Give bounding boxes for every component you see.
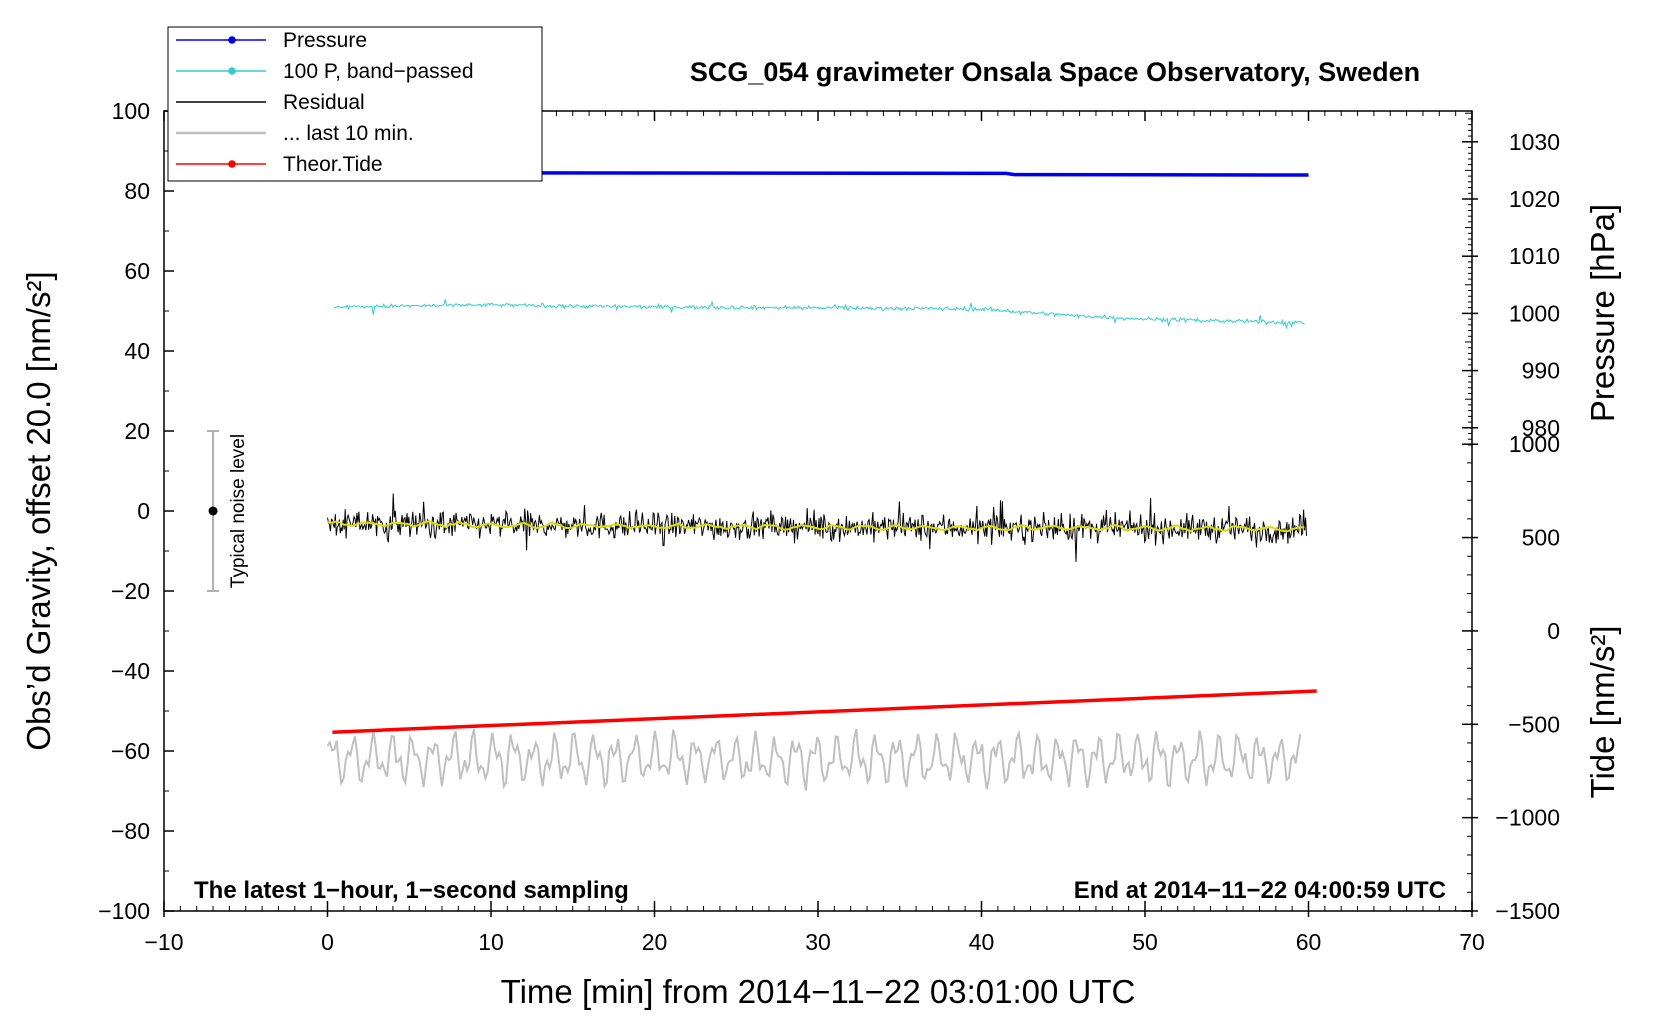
series-band-passed-pressure [333, 299, 1305, 330]
tide-tick-label: −1000 [1495, 805, 1560, 831]
legend-entry-label: Residual [283, 91, 365, 114]
x-tick-label: 20 [642, 929, 668, 955]
pressure-tick-label: 1020 [1509, 186, 1560, 212]
y-axis-title-tide: Tide [nm/s²] [1584, 626, 1621, 799]
legend-entry-label: Pressure [283, 29, 367, 52]
legend-box [167, 26, 543, 182]
pressure-tick-label: 1010 [1509, 243, 1560, 269]
x-tick-label: 10 [478, 929, 504, 955]
noise-level-bar: Typical noise level [207, 430, 249, 592]
legend-entry-label: ... last 10 min. [283, 122, 414, 145]
tide-axis: −1500 −1000 −500 0 500 1000 [1462, 431, 1560, 924]
y-tick-label: 60 [124, 258, 150, 284]
legend: Pressure 100 P, band−passed Residual ... la… [167, 26, 543, 182]
y-tick-label: −60 [111, 738, 150, 764]
tide-tick-label: 1000 [1509, 431, 1560, 457]
y-tick-label: 80 [124, 178, 150, 204]
series-last-10-min [326, 728, 1302, 791]
y-tick-label: −80 [111, 818, 150, 844]
y-tick-label: −40 [111, 658, 150, 684]
series-residual-smoothed [327, 520, 1305, 533]
y-tick-label: −20 [111, 578, 150, 604]
y-tick-label: 40 [124, 338, 150, 364]
noise-bar-label: Typical noise level [228, 434, 249, 588]
x-tick-label: 40 [969, 929, 995, 955]
y-tick-label: 20 [124, 418, 150, 444]
x-tick-label: 50 [1132, 929, 1158, 955]
y-tick-label: −100 [98, 898, 150, 924]
x-tick-label: 0 [321, 929, 334, 955]
plot-frame [163, 110, 1473, 912]
x-tick-label: 70 [1459, 929, 1485, 955]
pressure-tick-label: 1000 [1509, 300, 1560, 326]
tide-tick-label: −500 [1508, 711, 1560, 737]
legend-entry-label: Theor.Tide [283, 153, 383, 176]
x-axis-title: Time [min] from 2014−11−22 03:01:00 UTC [501, 973, 1136, 1010]
x-tick-label: 60 [1296, 929, 1322, 955]
x-axis: −10 0 10 20 30 40 50 60 70 [144, 901, 1485, 955]
x-tick-label: −10 [144, 929, 183, 955]
y-axis-title-left: Obs’d Gravity, offset 20.0 [nm/s²] [20, 271, 57, 750]
pressure-axis: 980 990 1000 1010 1020 1030 [1462, 112, 1560, 446]
y-axis-title-pressure: Pressure [hPa] [1584, 204, 1621, 422]
pressure-tick-label: 980 [1522, 415, 1560, 441]
series-theoretical-tide [332, 689, 1317, 734]
pressure-tick-label: 990 [1522, 358, 1560, 384]
annotation-bottom-left: The latest 1−hour, 1−second sampling [194, 877, 629, 904]
y-axis-left: −100 −80 −60 −40 −20 0 20 40 60 80 100 [98, 98, 174, 924]
tide-tick-label: 0 [1547, 618, 1560, 644]
pressure-tick-label: 1030 [1509, 129, 1560, 155]
legend-swatch-marker [228, 160, 236, 168]
y-tick-label: 100 [112, 98, 150, 124]
legend-entry-label: 100 P, band−passed [283, 60, 474, 83]
y-tick-label: 0 [137, 498, 150, 524]
series-layer [326, 170, 1317, 791]
tide-tick-label: 500 [1522, 525, 1560, 551]
legend-swatch-marker [228, 36, 236, 44]
chart-title: SCG_054 gravimeter Onsala Space Observat… [690, 57, 1420, 87]
noise-bar-center-dot [208, 506, 218, 516]
annotation-bottom-right: End at 2014−11−22 04:00:59 UTC [1074, 877, 1446, 904]
legend-swatch-marker [228, 67, 236, 75]
tide-tick-label: −1500 [1495, 898, 1560, 924]
x-tick-label: 30 [805, 929, 831, 955]
series-pressure [327, 170, 1309, 177]
